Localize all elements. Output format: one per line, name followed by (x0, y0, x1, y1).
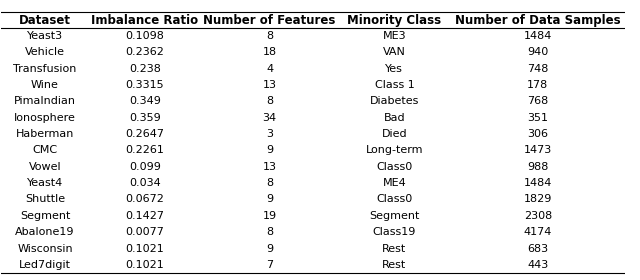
Text: 988: 988 (527, 162, 548, 172)
Text: 8: 8 (266, 31, 273, 41)
Text: ME3: ME3 (383, 31, 406, 41)
Text: 0.359: 0.359 (129, 113, 161, 123)
Text: 0.034: 0.034 (129, 178, 161, 188)
Text: Class 1: Class 1 (374, 80, 414, 90)
Text: PimaIndian: PimaIndian (14, 96, 76, 106)
Text: 18: 18 (262, 47, 276, 57)
Text: 351: 351 (527, 113, 548, 123)
Text: 13: 13 (262, 80, 276, 90)
Text: Minority Class: Minority Class (348, 14, 442, 27)
Text: Yeast3: Yeast3 (27, 31, 63, 41)
Text: Led7digit: Led7digit (19, 260, 71, 270)
Text: 0.1021: 0.1021 (125, 260, 164, 270)
Text: CMC: CMC (33, 145, 58, 155)
Text: 0.3315: 0.3315 (125, 80, 164, 90)
Text: 9: 9 (266, 244, 273, 254)
Text: 768: 768 (527, 96, 548, 106)
Text: 9: 9 (266, 145, 273, 155)
Text: 7: 7 (266, 260, 273, 270)
Text: Class19: Class19 (372, 227, 416, 237)
Text: 683: 683 (527, 244, 548, 254)
Text: Imbalance Ratio: Imbalance Ratio (92, 14, 198, 27)
Text: 4174: 4174 (524, 227, 552, 237)
Text: 0.2261: 0.2261 (125, 145, 164, 155)
Text: Segment: Segment (369, 211, 420, 221)
Text: 8: 8 (266, 96, 273, 106)
Text: Rest: Rest (382, 244, 406, 254)
Text: Died: Died (381, 129, 407, 139)
Text: Segment: Segment (20, 211, 70, 221)
Text: Haberman: Haberman (16, 129, 74, 139)
Text: Ionosphere: Ionosphere (14, 113, 76, 123)
Text: 9: 9 (266, 195, 273, 204)
Text: 4: 4 (266, 64, 273, 74)
Text: 443: 443 (527, 260, 548, 270)
Text: 19: 19 (262, 211, 276, 221)
Text: 1484: 1484 (524, 178, 552, 188)
Text: Class0: Class0 (376, 195, 413, 204)
Text: 0.099: 0.099 (129, 162, 161, 172)
Text: 2308: 2308 (524, 211, 552, 221)
Text: 8: 8 (266, 227, 273, 237)
Text: VAN: VAN (383, 47, 406, 57)
Text: 0.238: 0.238 (129, 64, 161, 74)
Text: Dataset: Dataset (19, 14, 71, 27)
Text: 0.1098: 0.1098 (125, 31, 164, 41)
Text: Yes: Yes (385, 64, 403, 74)
Text: Diabetes: Diabetes (370, 96, 419, 106)
Text: 940: 940 (527, 47, 548, 57)
Text: 0.2362: 0.2362 (125, 47, 164, 57)
Text: Vowel: Vowel (29, 162, 61, 172)
Text: 34: 34 (262, 113, 276, 123)
Text: 0.349: 0.349 (129, 96, 161, 106)
Text: 748: 748 (527, 64, 548, 74)
Text: Rest: Rest (382, 260, 406, 270)
Text: Yeast4: Yeast4 (27, 178, 63, 188)
Text: Shuttle: Shuttle (25, 195, 65, 204)
Text: 1473: 1473 (524, 145, 552, 155)
Text: Number of Features: Number of Features (204, 14, 336, 27)
Text: Bad: Bad (383, 113, 405, 123)
Text: Wisconsin: Wisconsin (17, 244, 73, 254)
Text: 0.0077: 0.0077 (125, 227, 164, 237)
Text: Transfusion: Transfusion (13, 64, 77, 74)
Text: 1829: 1829 (524, 195, 552, 204)
Text: 0.2647: 0.2647 (125, 129, 164, 139)
Text: Long-term: Long-term (365, 145, 423, 155)
Text: Abalone19: Abalone19 (15, 227, 75, 237)
Text: 13: 13 (262, 162, 276, 172)
Text: 1484: 1484 (524, 31, 552, 41)
Text: 306: 306 (527, 129, 548, 139)
Text: Class0: Class0 (376, 162, 413, 172)
Text: Wine: Wine (31, 80, 59, 90)
Text: 0.1427: 0.1427 (125, 211, 164, 221)
Text: 0.0672: 0.0672 (125, 195, 164, 204)
Text: ME4: ME4 (383, 178, 406, 188)
Text: 8: 8 (266, 178, 273, 188)
Text: 0.1021: 0.1021 (125, 244, 164, 254)
Text: Number of Data Samples: Number of Data Samples (455, 14, 621, 27)
Text: Vehicle: Vehicle (25, 47, 65, 57)
Text: 178: 178 (527, 80, 548, 90)
Text: 3: 3 (266, 129, 273, 139)
